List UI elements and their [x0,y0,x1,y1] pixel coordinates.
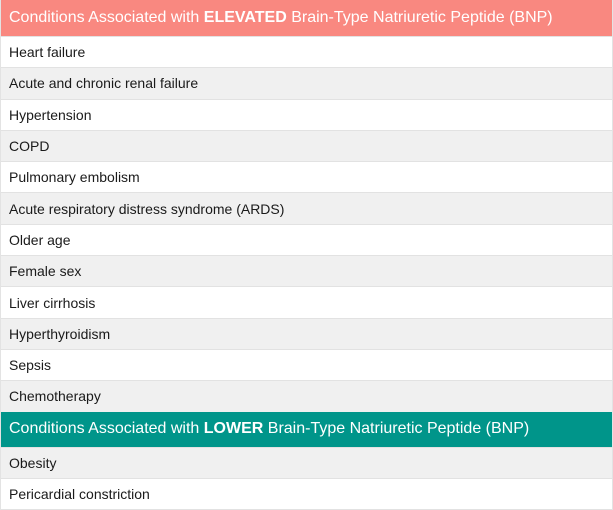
lower-header-emphasis: LOWER [203,420,264,438]
condition-label: Obesity [9,454,57,471]
condition-label: Acute respiratory distress syndrome (ARD… [9,200,285,217]
elevated-header-emphasis: ELEVATED [203,9,287,26]
table-row: Female sex [1,255,612,287]
table-row: Older age [1,223,612,256]
table-row: Chemotherapy [1,380,612,412]
condition-label: Hyperthyroidism [9,325,111,342]
elevated-header-suffix: Brain-Type Natriuretic Peptide (BNP) [291,9,553,26]
condition-label: Pulmonary embolism [9,169,140,186]
table-row: Sepsis [1,348,612,381]
table-row: COPD [1,129,612,162]
elevated-header-prefix: Conditions Associated with [9,9,200,26]
elevated-bnp-header: Conditions Associated with ELEVATED Brai… [1,0,612,36]
lower-header-prefix: Conditions Associated with [9,420,200,438]
table-row: Liver cirrhosis [1,286,612,318]
condition-label: Sepsis [9,357,52,374]
table-row: Pulmonary embolism [1,161,612,193]
condition-label: Hypertension [9,106,92,123]
table-row: Hypertension [1,98,612,130]
elevated-list: Heart failure Acute and chronic renal fa… [1,36,612,412]
condition-label: Acute and chronic renal failure [9,75,199,92]
condition-label: Female sex [9,263,82,280]
table-row: Obesity [1,446,612,478]
table-row: Hyperthyroidism [1,317,612,349]
condition-label: COPD [9,138,50,155]
table-row: Acute respiratory distress syndrome (ARD… [1,192,612,224]
table-row: Heart failure [1,36,612,68]
condition-label: Pericardial constriction [9,486,150,502]
lower-header-suffix: Brain-Type Natriuretic Peptide (BNP) [267,420,530,438]
condition-label: Heart failure [9,44,86,61]
table-row: Pericardial constriction [1,477,612,510]
table-row: Acute and chronic renal failure [1,67,612,99]
condition-label: Chemotherapy [9,388,101,405]
lower-list: Obesity Pericardial constriction [1,446,612,510]
lower-bnp-header: Conditions Associated with LOWER Brain-T… [1,411,612,447]
condition-label: Liver cirrhosis [9,294,96,311]
condition-label: Older age [9,231,71,248]
